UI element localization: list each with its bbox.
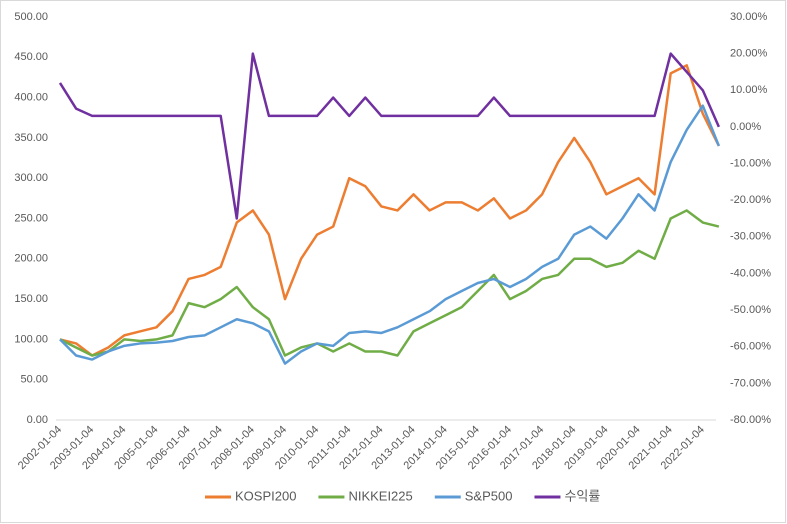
y2-tick-label: -20.00%	[730, 194, 771, 206]
y2-tick-label: -30.00%	[730, 231, 771, 243]
y2-tick-label: -70.00%	[730, 377, 771, 389]
y-tick-label: 100.00	[14, 333, 48, 345]
y2-tick-label: 10.00%	[730, 84, 768, 96]
y2-tick-label: 0.00%	[730, 121, 761, 133]
legend: KOSPI200 NIKKEI225 S&P500 수익률	[205, 488, 600, 503]
y2-tick-label: -10.00%	[730, 157, 771, 169]
y2-tick-label: -80.00%	[730, 414, 771, 426]
series-line	[59, 64, 720, 357]
y-tick-label: 450.00	[14, 51, 48, 63]
y-tick-label: 0.00	[27, 414, 48, 426]
y2-tick-label: -60.00%	[730, 341, 771, 353]
y2-tick-label: 20.00%	[730, 48, 768, 60]
y-tick-label: 200.00	[14, 253, 48, 265]
series-line	[58, 52, 721, 220]
y2-tick-label: -40.00%	[730, 267, 771, 279]
y-tick-label: 150.00	[14, 293, 48, 305]
legend-label: NIKKEI225	[348, 488, 412, 503]
legend-label: 수익률	[564, 488, 600, 503]
y2-tick-label: 30.00%	[730, 11, 768, 23]
y-tick-label: 50.00	[20, 374, 48, 386]
y2-tick-label: -50.00%	[730, 304, 771, 316]
y-tick-label: 250.00	[14, 212, 48, 224]
series-line	[59, 209, 720, 357]
legend-label: S&P500	[465, 488, 513, 503]
series-line	[59, 104, 721, 365]
y-tick-label: 500.00	[14, 11, 48, 23]
y-tick-label: 400.00	[14, 92, 48, 104]
y-tick-label: 350.00	[14, 132, 48, 144]
legend-label: KOSPI200	[235, 488, 296, 503]
y-tick-label: 300.00	[14, 172, 48, 184]
